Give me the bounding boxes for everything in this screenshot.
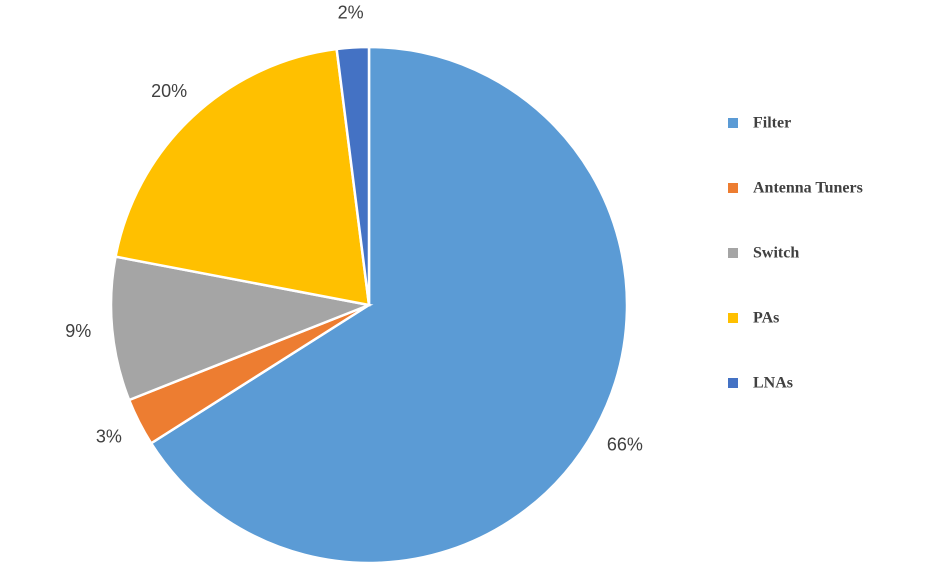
- pie-slice: [335, 45, 371, 306]
- pie-slice: [109, 255, 374, 402]
- pie-slice: [149, 45, 629, 565]
- data-label: 9%: [65, 321, 91, 341]
- data-label: 20%: [151, 81, 187, 101]
- legend-swatch: [728, 378, 738, 388]
- legend-label: Filter: [753, 115, 791, 132]
- legend-label: PAs: [753, 310, 779, 327]
- data-label: 3%: [96, 426, 122, 446]
- data-label: 66%: [607, 434, 643, 454]
- legend-label: Switch: [753, 245, 799, 262]
- data-label: 2%: [338, 2, 364, 22]
- legend-label: Antenna Tuners: [753, 180, 863, 197]
- legend-swatch: [728, 313, 738, 323]
- legend-swatch: [728, 183, 738, 193]
- legend-label: LNAs: [753, 375, 793, 392]
- pie-slice: [114, 47, 371, 307]
- legend-swatch: [728, 248, 738, 258]
- legend-swatch: [728, 118, 738, 128]
